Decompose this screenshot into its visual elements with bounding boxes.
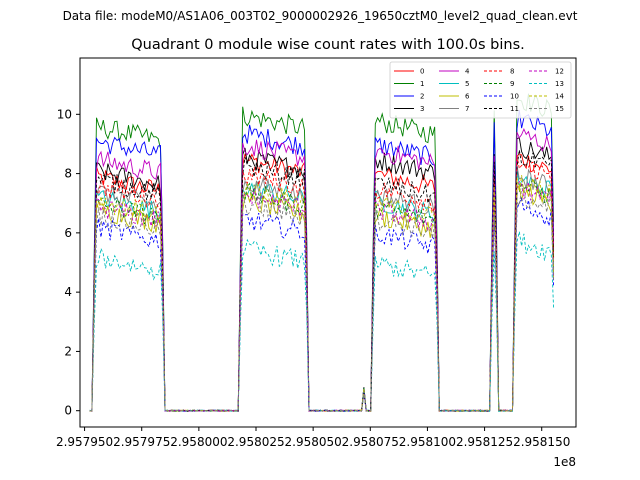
chart-title: Quadrant 0 module wise count rates with … — [131, 37, 525, 53]
x-offset-label: 1e8 — [553, 455, 576, 469]
series-3-line — [89, 136, 555, 412]
legend-label: 4 — [465, 68, 470, 76]
y-tick-label: 8 — [64, 167, 72, 181]
x-tick-label: 2.958050 — [285, 435, 342, 449]
x-tick-label: 2.958000 — [170, 435, 227, 449]
series-9-line — [89, 178, 555, 412]
suptitle: Data file: modeM0/AS1A06_003T02_90000029… — [63, 9, 578, 23]
y-axis: 0 2 4 6 8 10 — [57, 107, 80, 418]
series-0-line — [89, 153, 555, 412]
x-tick-label: 2.957975 — [113, 435, 170, 449]
x-axis: 2.957950 2.957975 2.958000 2.958025 2.958050… — [56, 427, 570, 449]
series-10-line — [89, 196, 555, 412]
legend-label: 15 — [555, 105, 564, 113]
series-13-line — [89, 231, 555, 413]
legend-label: 14 — [555, 93, 564, 101]
series-1-line — [89, 93, 555, 412]
legend-label: 7 — [465, 105, 469, 113]
x-tick-label: 2.958075 — [342, 435, 399, 449]
legend-label: 1 — [420, 80, 424, 88]
series-12-line — [89, 180, 555, 412]
legend-label: 12 — [555, 68, 564, 76]
legend-label: 11 — [510, 105, 519, 113]
legend-label: 3 — [420, 105, 424, 113]
series-14-line — [89, 175, 555, 412]
y-tick-label: 4 — [64, 285, 72, 299]
y-tick-label: 2 — [64, 344, 72, 358]
legend-label: 6 — [465, 93, 470, 101]
plot-series — [89, 93, 555, 413]
y-tick-label: 6 — [64, 226, 72, 240]
x-tick-label: 2.958125 — [456, 435, 513, 449]
series-5-line — [89, 168, 555, 413]
series-15-line — [89, 187, 555, 412]
legend-box — [389, 61, 572, 119]
legend-label: 10 — [510, 93, 519, 101]
axes-frame — [79, 57, 577, 428]
x-tick-label: 2.958150 — [513, 435, 570, 449]
y-tick-label: 10 — [57, 107, 72, 121]
x-tick-label: 2.957950 — [56, 435, 113, 449]
legend-label: 8 — [510, 68, 514, 76]
x-tick-label: 2.958100 — [399, 435, 456, 449]
legend-label: 2 — [420, 93, 424, 101]
legend-label: 0 — [420, 68, 424, 76]
series-2-line — [89, 109, 555, 412]
series-7-line — [89, 165, 555, 412]
legend-label: 5 — [465, 80, 469, 88]
x-tick-label: 2.958025 — [227, 435, 284, 449]
legend-label: 9 — [510, 80, 514, 88]
legend-label: 13 — [555, 80, 564, 88]
y-tick-label: 0 — [64, 404, 72, 418]
